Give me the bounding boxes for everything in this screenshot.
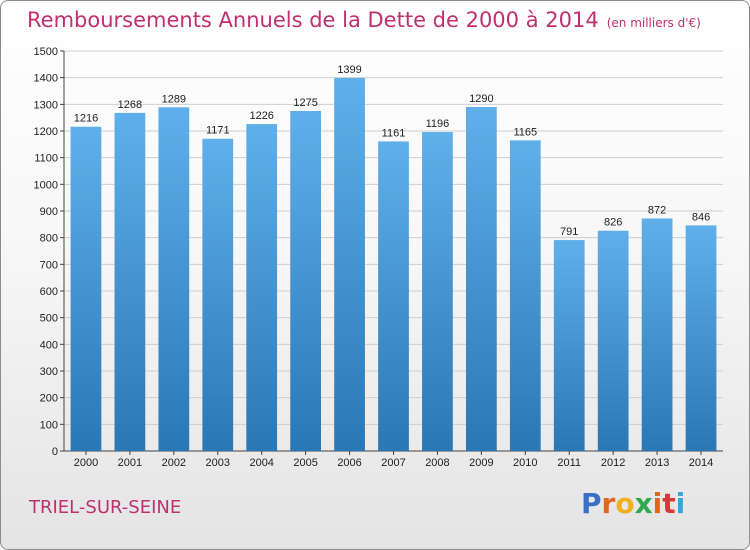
y-tick-label: 500 [40,313,58,325]
y-tick-label: 1100 [34,153,58,165]
bar [641,218,673,451]
data-label: 1399 [337,64,361,76]
data-label: 826 [604,217,622,229]
data-label: 1171 [206,125,230,137]
data-label: 1196 [426,118,450,130]
bar [70,126,102,451]
logo-letter: t [662,487,676,520]
bar [597,230,629,451]
bar [202,138,234,451]
x-tick-label: 2006 [337,457,361,469]
y-tick-label: 1000 [34,179,58,191]
x-tick-label: 2009 [469,457,493,469]
y-tick-label: 1200 [34,126,58,138]
bar [334,77,365,451]
axes: 0 100 200 300 400 500 600 700 800 900 1000 1100 1200… [34,46,723,469]
x-tick-label: 2007 [381,457,405,469]
y-tick-label: 100 [40,419,58,431]
x-tick-label: 2011 [557,457,581,469]
x-tick-label: 2005 [293,457,317,469]
chart-title-text: Remboursements Annuels de la Dette de 20… [27,8,599,32]
data-label: 1161 [382,127,406,139]
y-tick-label: 400 [40,339,58,351]
bar [378,141,409,451]
bar [422,132,453,452]
y-tick-label: 1300 [34,99,58,111]
logo-letter: P [581,487,602,520]
data-label: 1165 [513,126,537,138]
data-label: 872 [648,204,666,216]
y-tick-label: 1400 [34,73,58,85]
x-tick-label: 2008 [425,457,449,469]
logo-letter: x [634,487,653,520]
data-label: 1216 [74,113,98,125]
x-tick-label: 2000 [74,457,98,469]
commune-name: TRIEL-SUR-SEINE [29,497,182,518]
y-tick-label: 700 [40,259,58,271]
proxiti-logo: Proxiti [581,487,685,520]
data-label: 1226 [249,110,273,122]
x-tick-label: 2012 [601,457,625,469]
y-tick-label: 1500 [34,46,58,58]
bar [685,225,717,451]
y-tick-label: 800 [40,233,58,245]
x-tick-label: 2010 [513,457,537,469]
x-tick-label: 2002 [162,457,186,469]
logo-letter: i [675,487,686,520]
bar [290,111,322,451]
data-label: 1268 [118,99,142,111]
data-label: 1289 [162,93,186,105]
data-label: 1290 [469,93,493,105]
x-tick-label: 2003 [206,457,230,469]
bar [246,124,278,452]
bar [553,240,585,451]
bar [465,107,497,451]
bar [509,140,541,452]
chart-unit: (en milliers d'€) [606,16,701,30]
y-tick-label: 0 [52,446,58,458]
data-label: 846 [692,211,710,223]
x-tick-label: 2013 [645,457,669,469]
chart-title: Remboursements Annuels de la Dette de 20… [27,8,701,32]
y-tick-label: 300 [40,366,58,378]
x-tick-label: 2001 [118,457,142,469]
y-tick-label: 200 [40,393,58,405]
logo-letter: o [615,487,635,520]
data-label: 1275 [293,97,317,109]
value-labels: 1216 1268 1289 1171 1226 1275 1399 1161 1196 1290… [74,64,710,238]
logo-letter: r [601,487,616,520]
y-tick-label: 600 [40,286,58,298]
data-label: 791 [560,226,578,238]
x-tick-label: 2004 [249,457,273,469]
x-tick-label: 2014 [689,457,713,469]
y-tick-label: 900 [40,206,58,218]
bars [70,77,717,452]
bar [158,107,190,452]
logo-letter: i [652,487,663,520]
bar [114,112,146,451]
